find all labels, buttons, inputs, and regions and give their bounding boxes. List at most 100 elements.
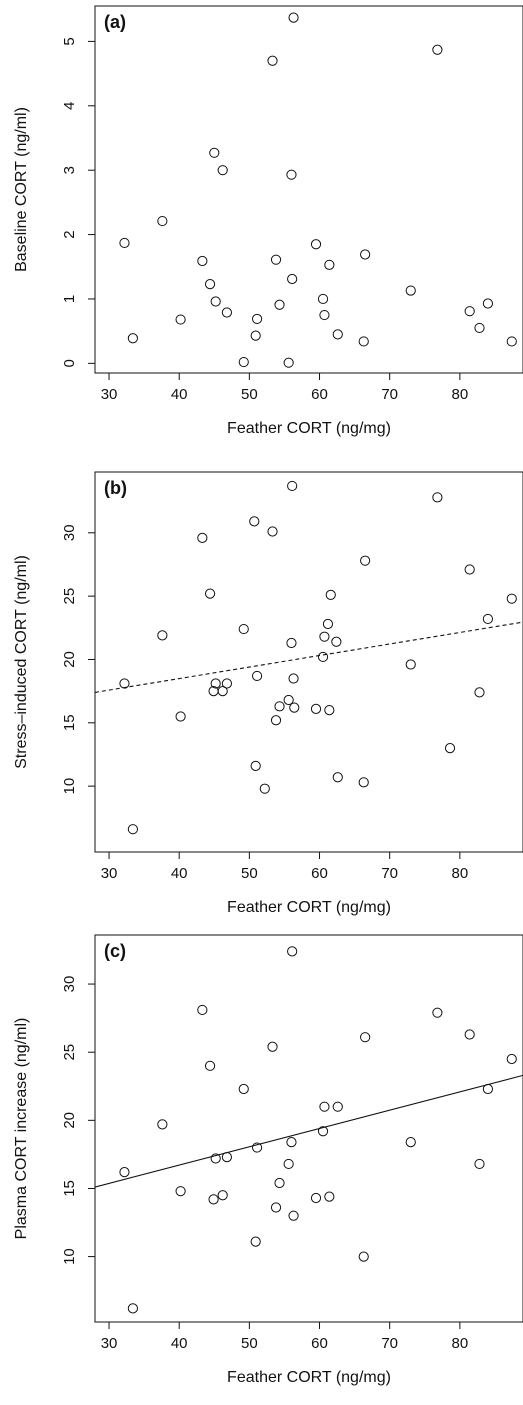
data-point — [267, 1041, 278, 1052]
data-point — [405, 285, 416, 296]
data-point — [238, 623, 249, 635]
data-point — [432, 44, 443, 55]
y-tick-label: 15 — [61, 1180, 78, 1197]
data-point — [324, 1191, 335, 1202]
data-point — [217, 165, 228, 176]
y-tick-label: 30 — [61, 976, 78, 993]
data-point — [358, 1251, 369, 1262]
data-point — [324, 705, 335, 716]
y-tick-label: 5 — [61, 37, 78, 45]
data-point — [288, 673, 299, 684]
data-point — [360, 249, 371, 260]
data-point — [310, 239, 322, 250]
data-point — [405, 1137, 416, 1148]
chart-panel-c: 30 40 50 60 70 80 10 15 20 25 30 Feather CORT (ng/m… — [13, 934, 523, 1386]
data-point — [317, 651, 329, 663]
data-point — [210, 296, 221, 307]
data-point — [310, 1192, 322, 1204]
data-point — [119, 237, 130, 249]
data-point — [358, 777, 369, 788]
x-tick-label: 80 — [452, 386, 469, 403]
y-axis-title: Plasma CORT increase (ng/ml) — [13, 1018, 30, 1240]
data-point — [204, 588, 216, 599]
data-point — [287, 480, 298, 492]
data-point — [221, 1152, 233, 1163]
y-tick-label: 25 — [61, 1044, 78, 1061]
y-tick-label: 2 — [61, 230, 78, 238]
data-point — [274, 701, 285, 712]
data-point — [157, 1119, 168, 1130]
y-axis-title: Stress–induced CORT (ng/ml) — [13, 555, 30, 769]
data-point — [360, 555, 371, 566]
data-point — [464, 306, 475, 317]
data-point — [322, 618, 334, 630]
data-point — [197, 1004, 208, 1016]
data-point — [464, 1029, 475, 1040]
data-point — [221, 678, 233, 689]
data-point — [267, 526, 278, 537]
x-axis-title: Feather CORT (ng/mg) — [227, 420, 391, 437]
data-point — [287, 946, 298, 957]
data-point — [444, 743, 456, 754]
data-point — [197, 255, 208, 267]
data-point — [204, 1060, 216, 1071]
data-point — [283, 357, 294, 368]
panel-label: (c) — [104, 941, 126, 961]
data-point — [127, 333, 138, 344]
x-tick-label: 60 — [311, 386, 328, 403]
data-point — [208, 1194, 219, 1205]
data-point — [175, 314, 186, 325]
data-point — [288, 12, 299, 23]
data-point — [317, 1126, 329, 1137]
data-point — [289, 702, 300, 713]
data-point — [127, 1303, 138, 1314]
data-point — [474, 687, 485, 698]
data-point — [204, 279, 216, 290]
data-point — [325, 589, 336, 600]
data-point — [432, 1007, 443, 1018]
y-tick-label: 25 — [61, 588, 78, 605]
data-point — [482, 1083, 494, 1095]
data-point — [319, 1101, 330, 1112]
x-axis-title: Feather CORT (ng/mg) — [227, 899, 391, 916]
data-point — [197, 532, 208, 543]
data-point — [259, 783, 270, 794]
data-point — [506, 1053, 517, 1065]
data-point — [482, 298, 494, 309]
data-point — [270, 1202, 282, 1213]
x-tick-label: 80 — [452, 865, 469, 882]
data-point — [332, 1101, 343, 1112]
data-point — [506, 593, 517, 604]
x-tick-label: 30 — [101, 386, 118, 403]
data-point — [221, 307, 233, 318]
data-point — [251, 313, 263, 325]
data-point — [331, 636, 342, 647]
y-tick-label: 30 — [61, 524, 78, 541]
x-axis-title: Feather CORT (ng/mg) — [227, 1369, 391, 1386]
data-point — [210, 678, 221, 689]
data-point — [238, 356, 249, 368]
data-point — [286, 637, 297, 649]
y-tick-label: 20 — [61, 1112, 78, 1129]
x-tick-label: 60 — [311, 1335, 328, 1352]
data-point — [238, 1083, 249, 1095]
y-tick-label: 10 — [61, 778, 78, 795]
panel-label: (a) — [104, 12, 126, 32]
data-point — [405, 659, 416, 670]
data-point — [482, 613, 494, 625]
data-point — [332, 772, 343, 783]
x-tick-label: 70 — [381, 865, 398, 882]
regression-line — [95, 1074, 523, 1188]
data-point — [175, 711, 186, 722]
x-tick-label: 40 — [171, 1335, 188, 1352]
data-point — [250, 330, 261, 341]
data-point — [127, 824, 138, 835]
data-point — [251, 1142, 263, 1153]
data-point — [432, 492, 443, 503]
x-tick-label: 60 — [311, 865, 328, 882]
data-point — [464, 564, 475, 575]
data-point — [175, 1186, 186, 1197]
data-point — [250, 1236, 261, 1247]
data-point — [217, 1190, 228, 1201]
data-point — [157, 630, 168, 641]
